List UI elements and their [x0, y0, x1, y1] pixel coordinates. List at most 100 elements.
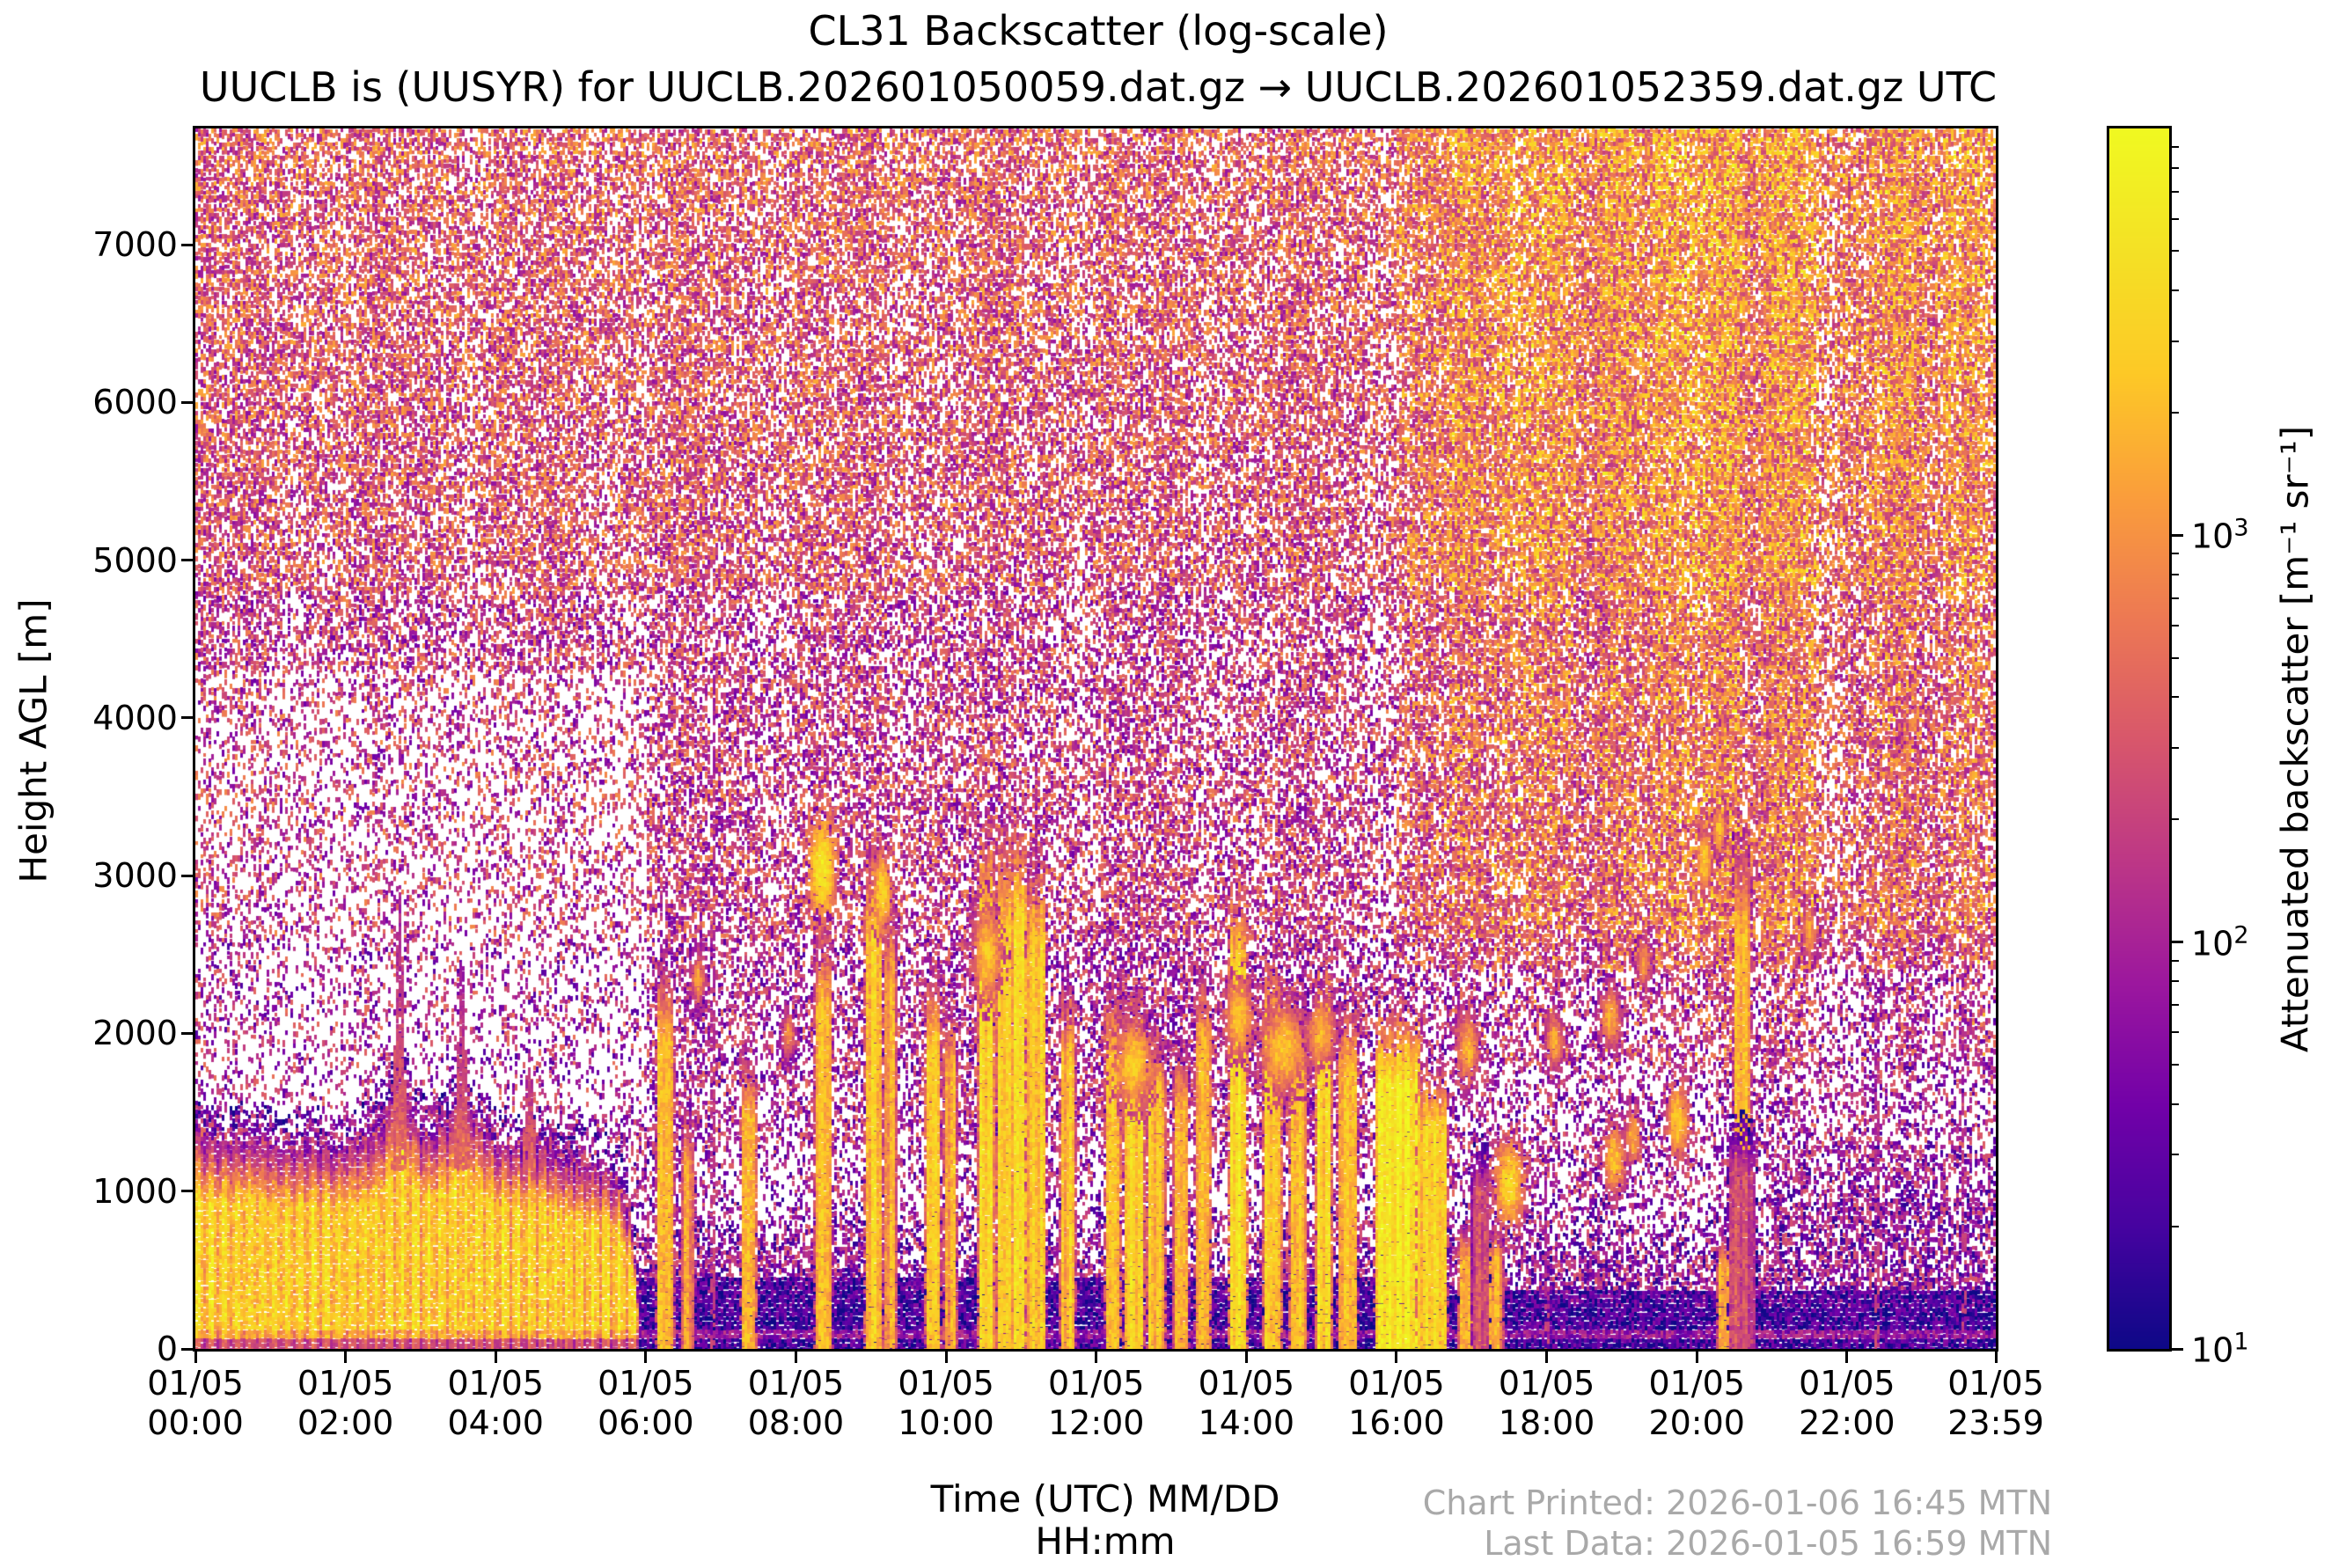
footer-last-data: Last Data: 2026-01-05 16:59 MTN [1484, 1524, 2052, 1563]
x-tick-label: 01/05 14:00 [1199, 1364, 1295, 1443]
x-tick-label: 01/05 22:00 [1799, 1364, 1895, 1443]
colorbar-minor-tick [2172, 747, 2179, 750]
cb-tick-exp: 1 [2233, 1328, 2249, 1356]
x-tick-mark [644, 1352, 648, 1363]
x-tick-time: 10:00 [898, 1403, 994, 1442]
x-tick-time: 16:00 [1348, 1403, 1445, 1442]
cb-tick-base: 10 [2191, 1330, 2234, 1370]
y-tick-label: 0 [156, 1330, 178, 1368]
y-tick-mark [181, 400, 193, 404]
x-tick-date: 01/05 [1047, 1364, 1145, 1403]
x-tick-label: 01/05 08:00 [748, 1364, 845, 1443]
x-tick-mark [1994, 1352, 1998, 1363]
colorbar-canvas [2109, 128, 2169, 1349]
colorbar-minor-tick [2172, 574, 2179, 576]
x-tick-label: 01/05 04:00 [447, 1364, 544, 1443]
x-tick-label: 01/05 10:00 [898, 1364, 994, 1443]
x-tick-time: 18:00 [1498, 1403, 1595, 1442]
colorbar-minor-tick [2172, 340, 2179, 342]
cb-tick-base: 10 [2191, 923, 2234, 963]
y-tick-label: 3000 [92, 856, 178, 896]
x-tick-date: 01/05 [1348, 1364, 1445, 1403]
y-tick-mark [181, 1190, 193, 1193]
x-tick-date: 01/05 [747, 1364, 845, 1403]
x-tick-time: 14:00 [1198, 1403, 1295, 1442]
colorbar-minor-tick [2172, 1031, 2179, 1034]
colorbar-label: Attenuated backscatter [m⁻¹ sr⁻¹] [2273, 425, 2317, 1053]
x-tick-time: 22:00 [1799, 1403, 1895, 1442]
y-tick-label: 6000 [92, 383, 178, 422]
x-tick-mark [794, 1352, 797, 1363]
x-tick-date: 01/05 [1198, 1364, 1295, 1403]
x-tick-mark [1395, 1352, 1398, 1363]
x-tick-time: 20:00 [1648, 1403, 1745, 1442]
x-tick-mark [1545, 1352, 1549, 1363]
y-tick-mark [181, 716, 193, 720]
x-tick-date: 01/05 [447, 1364, 544, 1403]
colorbar-minor-tick [2172, 818, 2179, 821]
x-tick-date: 01/05 [297, 1364, 394, 1403]
y-tick-mark [181, 1031, 193, 1035]
x-tick-label: 01/05 12:00 [1048, 1364, 1145, 1443]
cb-tick-exp: 3 [2233, 515, 2249, 542]
colorbar-minor-tick [2172, 1063, 2179, 1066]
x-tick-label: 01/05 06:00 [598, 1364, 694, 1443]
x-tick-mark [344, 1352, 348, 1363]
x-axis-label: Time (UTC) MM/DD HH:mm [931, 1478, 1280, 1563]
y-tick-label: 2000 [92, 1014, 178, 1053]
colorbar-tick-mark [2172, 941, 2183, 944]
colorbar-tick-label: 101 [2191, 1329, 2249, 1370]
colorbar-tick-mark [2172, 533, 2183, 537]
colorbar-minor-tick [2172, 217, 2179, 220]
x-tick-mark [1845, 1352, 1849, 1363]
colorbar-minor-tick [2172, 412, 2179, 414]
x-tick-mark [944, 1352, 948, 1363]
x-tick-date: 01/05 [898, 1364, 994, 1403]
x-tick-label: 01/05 16:00 [1348, 1364, 1445, 1443]
colorbar-tick-label: 103 [2191, 515, 2249, 556]
colorbar-minor-tick [2172, 1225, 2179, 1227]
x-tick-time: 08:00 [747, 1403, 845, 1442]
x-tick-time: 00:00 [147, 1403, 244, 1442]
footer-printed: Chart Printed: 2026-01-06 16:45 MTN [1422, 1484, 2052, 1522]
colorbar-minor-tick [2172, 624, 2179, 626]
y-axis-label: Height AGL [m] [11, 598, 55, 883]
colorbar-minor-tick [2172, 1004, 2179, 1007]
x-tick-time: 23:59 [1947, 1403, 2044, 1442]
x-tick-time: 02:00 [297, 1403, 394, 1442]
colorbar-minor-tick [2172, 696, 2179, 699]
y-tick-mark [181, 1347, 193, 1351]
y-tick-label: 5000 [92, 540, 178, 580]
colorbar-minor-tick [2172, 597, 2179, 599]
x-tick-label: 01/05 02:00 [297, 1364, 394, 1443]
x-tick-date: 01/05 [598, 1364, 694, 1403]
x-tick-mark [1695, 1352, 1698, 1363]
x-tick-mark [194, 1352, 197, 1363]
x-tick-date: 01/05 [147, 1364, 244, 1403]
chart-subtitle: UUCLB is (UUSYR) for UUCLB.202601050059.… [199, 63, 1998, 111]
colorbar-minor-tick [2172, 250, 2179, 253]
plot-area [193, 126, 1998, 1352]
x-axis-label-line1: Time (UTC) MM/DD [930, 1477, 1280, 1520]
heatmap-canvas [195, 128, 1996, 1349]
colorbar-minor-tick [2172, 289, 2179, 291]
cb-tick-exp: 2 [2233, 921, 2249, 949]
x-axis-label-line2: HH:mm [1035, 1520, 1176, 1563]
colorbar [2107, 126, 2172, 1352]
x-tick-time: 06:00 [598, 1403, 694, 1442]
colorbar-minor-tick [2172, 980, 2179, 983]
colorbar-tick-label: 102 [2191, 921, 2249, 963]
colorbar-minor-tick [2172, 1154, 2179, 1156]
x-tick-time: 04:00 [447, 1403, 544, 1442]
colorbar-minor-tick [2172, 190, 2179, 193]
x-tick-label: 01/05 23:59 [1947, 1364, 2044, 1443]
colorbar-minor-tick [2172, 553, 2179, 555]
y-tick-mark [181, 874, 193, 877]
x-tick-time: 12:00 [1047, 1403, 1145, 1442]
colorbar-minor-tick [2172, 959, 2179, 962]
y-tick-label: 1000 [92, 1171, 178, 1211]
x-tick-label: 01/05 00:00 [147, 1364, 244, 1443]
x-tick-mark [1244, 1352, 1248, 1363]
cb-tick-base: 10 [2191, 517, 2234, 556]
